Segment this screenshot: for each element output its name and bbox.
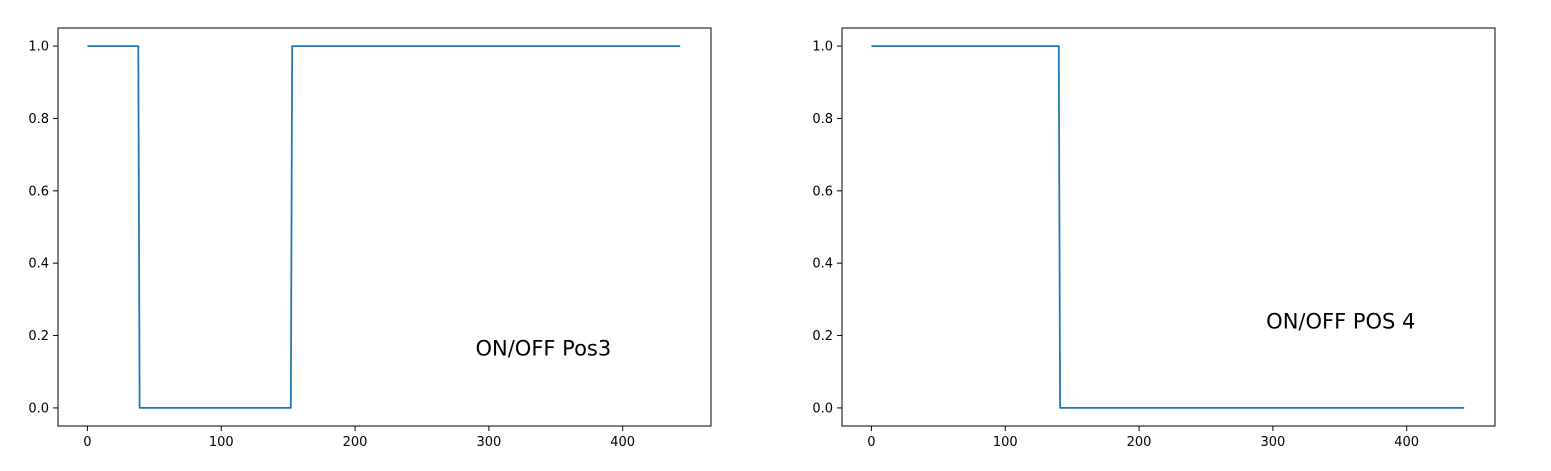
chart-0-series-line-0 xyxy=(87,45,681,409)
chart-0-axes-frame xyxy=(57,27,712,427)
chart-0-x-tick-label: 300 xyxy=(476,435,501,450)
chart-0-y-tick-label: 0.4 xyxy=(28,257,49,272)
chart-1-x-tick-label: 400 xyxy=(1394,435,1419,450)
chart-1-y-tick-label: 0.6 xyxy=(812,184,833,199)
chart-1-x-tick-label: 300 xyxy=(1260,435,1285,450)
chart-1-y-tick-label: 0.0 xyxy=(812,401,833,416)
chart-pos4: 0 100 200 300 400 0.0 0.2 0.4 0.6 0.8 1.0 ON/OFF PO… xyxy=(812,27,1496,450)
chart-1-y-tick-label: 1.0 xyxy=(812,40,833,55)
chart-1-y-tick-label: 0.2 xyxy=(812,329,833,344)
chart-1-series-line-0 xyxy=(871,45,1465,409)
chart-1-axes-frame xyxy=(841,27,1496,427)
chart-0-y-tick-label: 0.2 xyxy=(28,329,49,344)
chart-0-y-tick-label: 0.6 xyxy=(28,184,49,199)
chart-1-y-tick-label: 0.4 xyxy=(812,257,833,272)
chart-1-x-tick-label: 100 xyxy=(993,435,1018,450)
chart-1-y-tick-label: 0.8 xyxy=(812,112,833,127)
chart-0-y-tick-label: 0.8 xyxy=(28,112,49,127)
chart-1-x-tick-label: 200 xyxy=(1127,435,1152,450)
chart-1-x-tick-label: 0 xyxy=(867,435,875,450)
chart-0-x-tick-label: 0 xyxy=(83,435,91,450)
chart-0-y-tick-label: 1.0 xyxy=(28,40,49,55)
chart-0-annotation: ON/OFF Pos3 xyxy=(475,336,611,360)
chart-0-x-tick-label: 100 xyxy=(209,435,234,450)
chart-0-y-tick-label: 0.0 xyxy=(28,401,49,416)
chart-0-x-tick-label: 400 xyxy=(610,435,635,450)
chart-0-x-tick-label: 200 xyxy=(343,435,368,450)
chart-pos3: 0 100 200 300 400 0.0 0.2 0.4 0.6 0.8 1.0 ON/OFF Po… xyxy=(28,27,712,450)
chart-1-annotation: ON/OFF POS 4 xyxy=(1266,309,1415,333)
